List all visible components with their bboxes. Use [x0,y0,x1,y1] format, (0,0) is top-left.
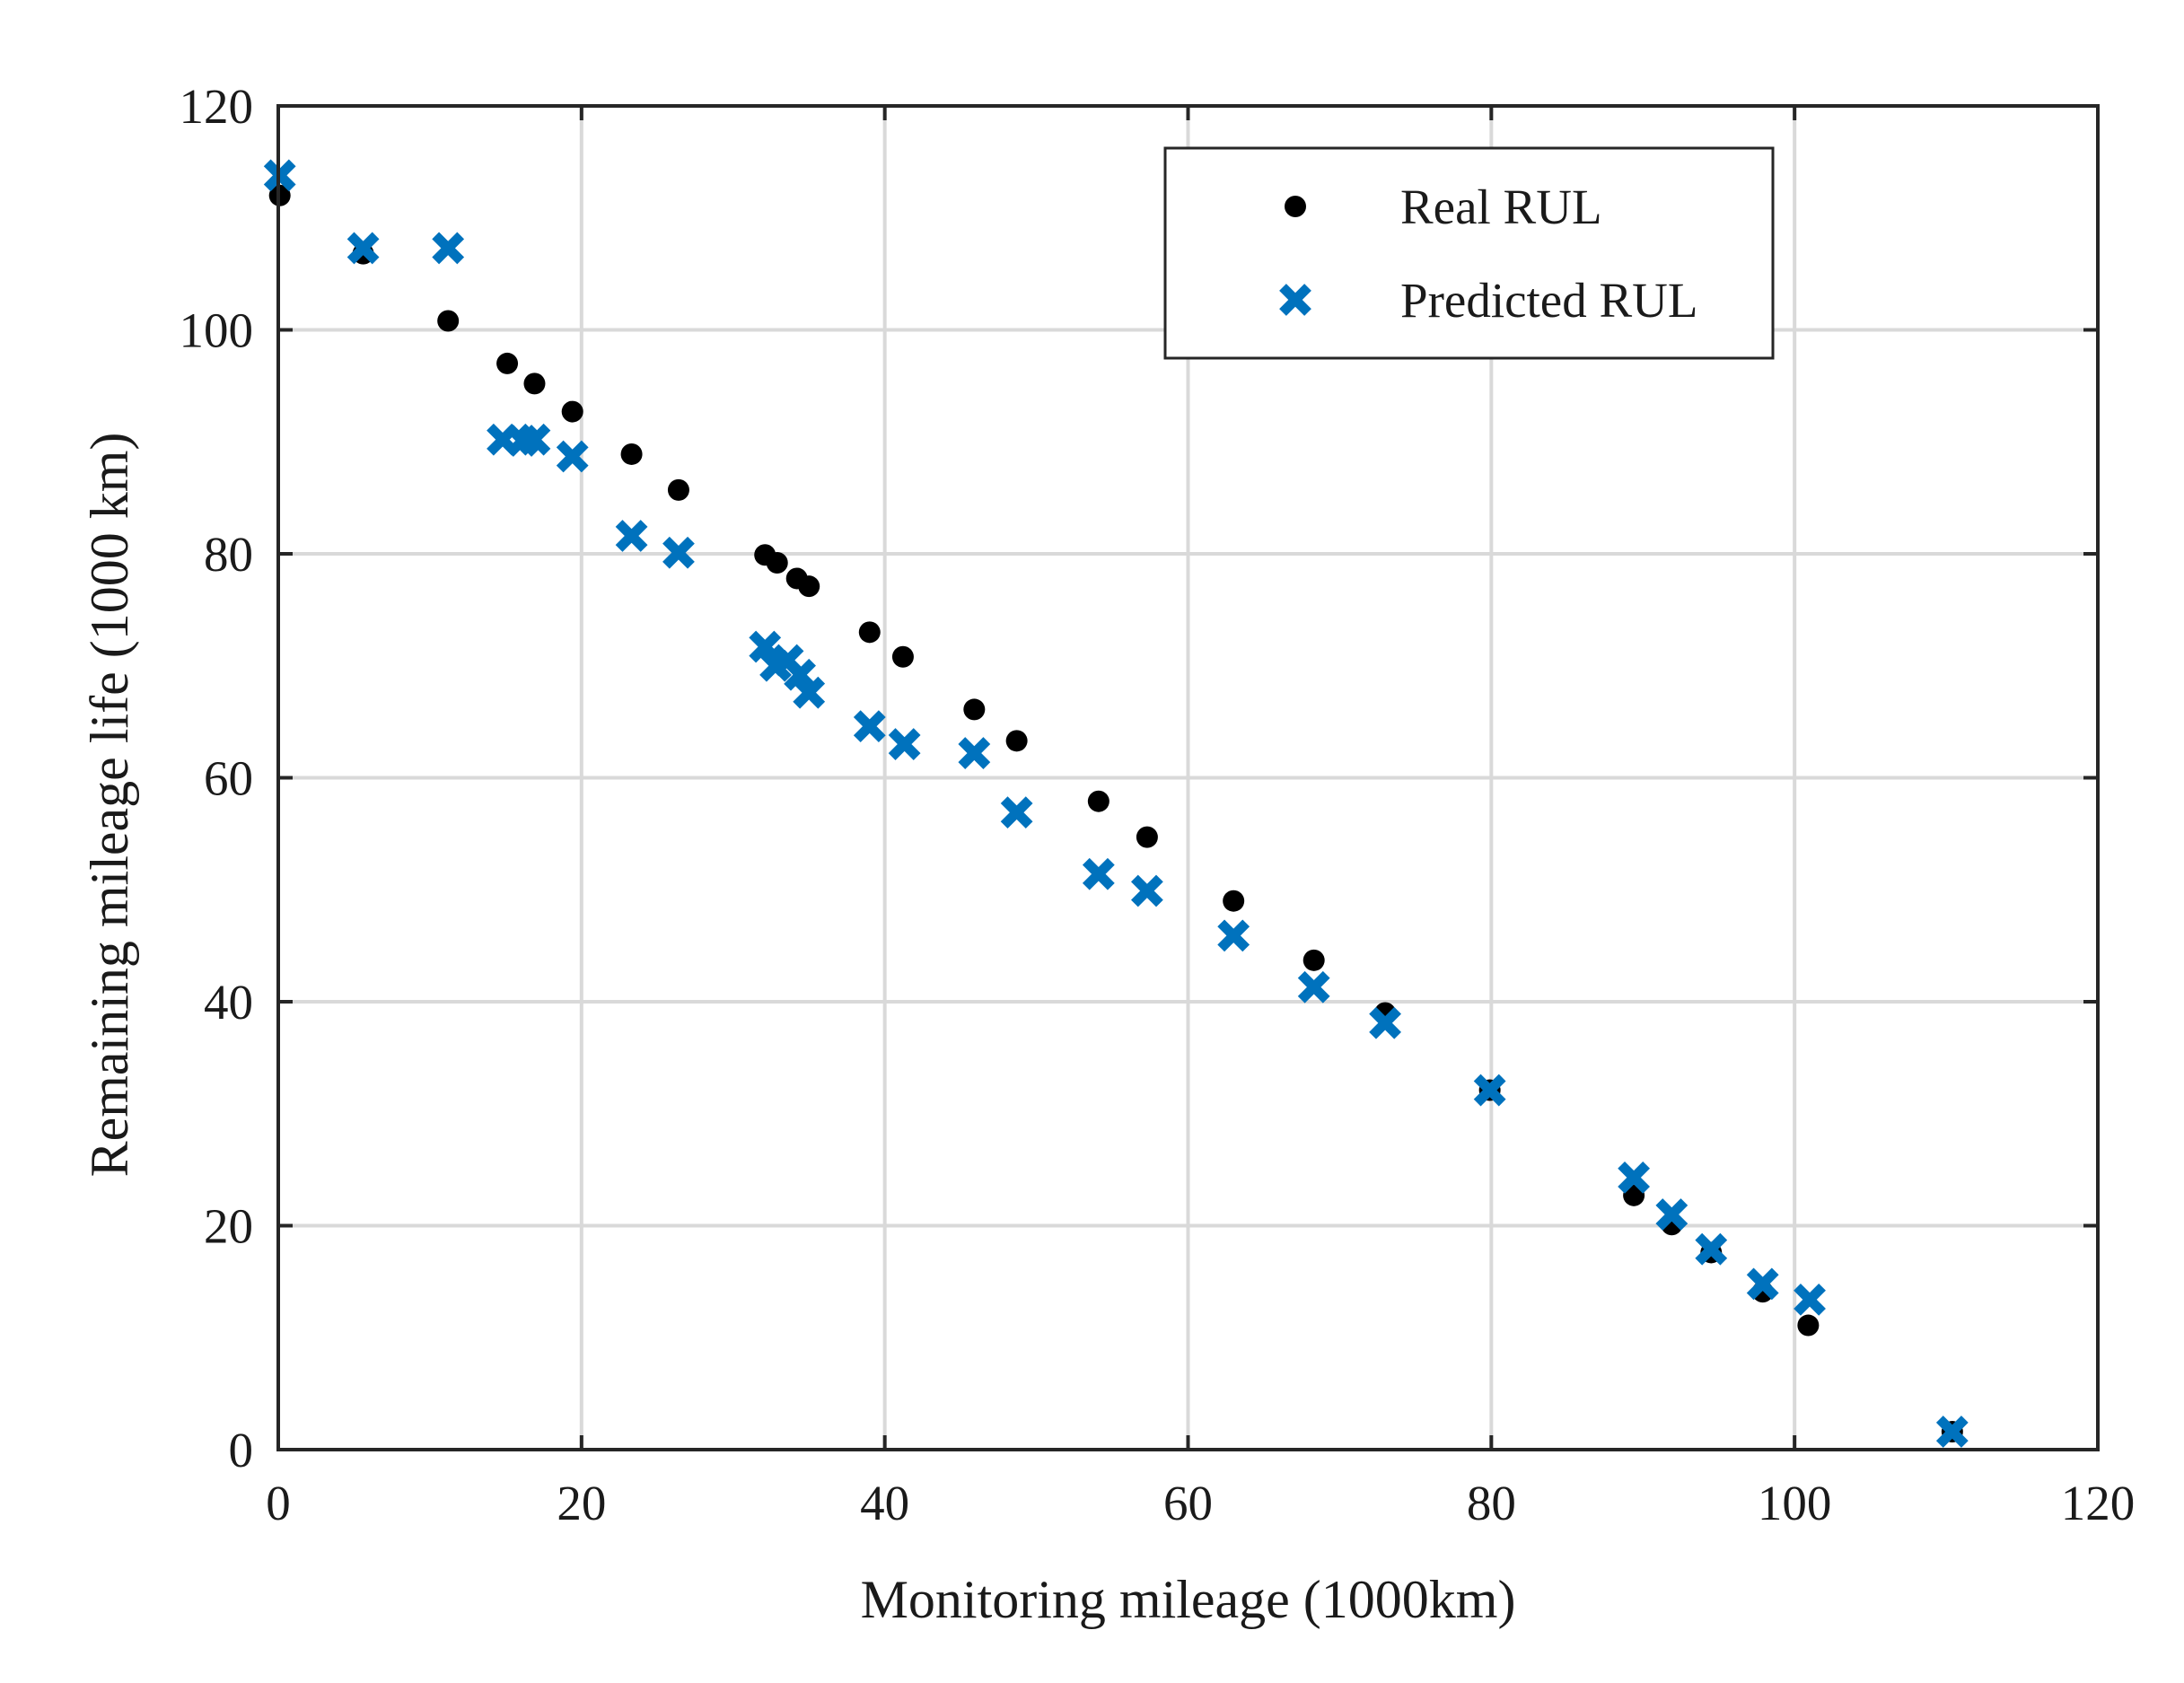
y-axis-label: Remaining mileage life (1000 km) [80,433,139,1178]
predicted-rul-point [1369,1006,1401,1039]
y-tick-label: 0 [229,1423,254,1477]
legend-predicted-x [1279,284,1311,316]
predicted-rul-point [1794,1283,1826,1316]
predicted-rul-point [1935,1416,1969,1448]
x-tick-label: 80 [1467,1476,1516,1530]
predicted-rul-point [1746,1267,1779,1301]
legend-box [1163,146,1775,360]
legend-predicted-rul-label: Predicted RUL [1400,273,1697,328]
y-tick-label: 20 [204,1199,253,1254]
real-rul-point [1087,790,1110,812]
predicted-rul-point [518,423,551,456]
real-rul-point [1005,730,1028,752]
predicted-rul-point [793,676,826,709]
legend: Real RUL Predicted RUL [1163,146,1775,360]
real-rul-point [667,478,689,501]
predicted-rul-point [1217,919,1250,952]
y-tick-label: 60 [204,751,253,806]
plot-frame [276,104,2100,1451]
x-tick-label: 60 [1163,1476,1213,1530]
real-rul-point [798,575,820,598]
real-rul-point [437,310,460,332]
x-tick-label: 20 [557,1476,606,1530]
predicted-rul-point [1131,874,1163,907]
predicted-rul-point [1473,1074,1506,1107]
real-rul-point [1623,1184,1645,1206]
predicted-rul-point [1297,970,1330,1004]
predicted-rul-point [556,440,589,473]
x-tick-label: 100 [1758,1476,1832,1530]
y-tick-label: 80 [204,527,253,582]
predicted-rul-point [888,728,921,760]
real-rul-point [858,621,881,644]
x-tick-label: 40 [860,1476,909,1530]
legend-predicted-rul-marker [1279,284,1311,316]
y-axis-ticks: 0 20 40 60 80 100 120 [180,79,2098,1477]
x-tick-label: 120 [2061,1476,2136,1530]
predicted-rul-point [958,737,991,769]
predicted-rul-point [1618,1161,1651,1194]
predicted-rul-point [784,658,816,691]
predicted-rul-point [346,232,380,265]
predicted-rul-point [615,520,648,552]
predicted-rul-point [1655,1198,1688,1231]
x-tick-label: 0 [266,1476,291,1530]
y-tick-label: 40 [204,975,253,1030]
real-rul-point [620,443,643,465]
real-rul-point [891,645,914,668]
y-tick-label: 100 [180,303,254,358]
x-axis-label: Monitoring mileage (1000km) [861,1570,1516,1629]
legend-real-rul-label: Real RUL [1400,180,1602,234]
predicted-rul-point [853,710,886,743]
real-rul-point [1136,826,1158,848]
y-tick-label: 120 [180,79,254,134]
real-rul-point [1303,949,1325,971]
real-rul-point [561,400,583,423]
real-rul-point [963,698,986,721]
x-axis-ticks: 0 20 40 60 80 100 120 [266,106,2135,1530]
real-rul-point [1797,1314,1820,1337]
legend-real-rul-marker [1285,196,1306,217]
predicted-rul-point [1082,857,1115,890]
predicted-rul-point [662,536,695,569]
real-rul-point [766,551,788,574]
predicted-rul-point [1000,796,1033,829]
predicted-rul-point [749,630,782,663]
predicted-rul-point [432,232,465,265]
real-rul-point [496,352,519,374]
real-rul-point [1223,890,1245,912]
real-rul-point [523,373,546,395]
predicted-rul-point [1695,1232,1728,1266]
data-points [263,159,1969,1448]
